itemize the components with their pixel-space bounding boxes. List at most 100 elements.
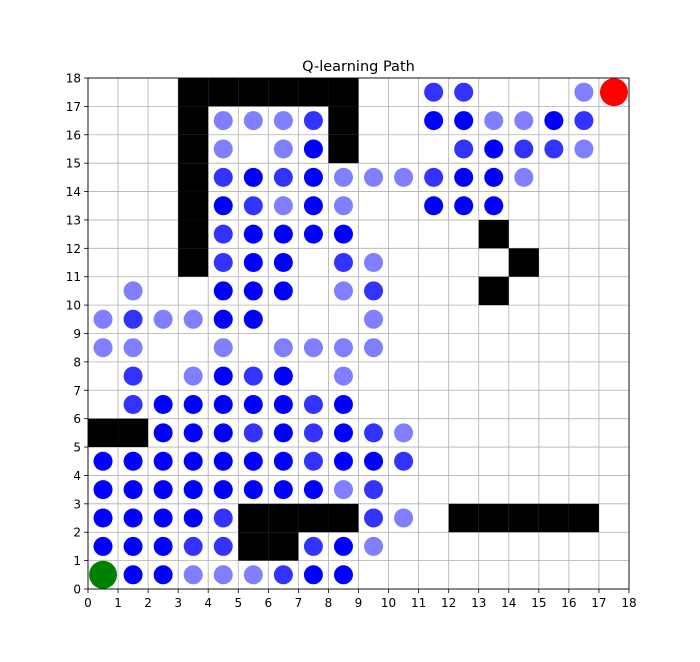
y-tick-label: 17 — [66, 100, 81, 114]
visited-state-marker — [303, 139, 323, 159]
visited-state-marker — [153, 508, 173, 528]
visited-state-marker — [273, 366, 293, 386]
y-tick-label: 16 — [66, 128, 81, 142]
y-tick-label: 12 — [66, 242, 81, 256]
visited-state-marker — [273, 565, 293, 585]
visited-state-marker — [153, 451, 173, 471]
visited-state-marker — [213, 196, 233, 216]
visited-state-marker — [333, 338, 353, 358]
y-tick-label: 13 — [66, 213, 81, 227]
visited-state-marker — [123, 366, 143, 386]
visited-state-marker — [243, 451, 263, 471]
obstacle-cell — [178, 248, 209, 277]
visited-state-marker — [333, 451, 353, 471]
visited-state-marker — [213, 111, 233, 131]
visited-state-marker — [273, 480, 293, 500]
visited-state-marker — [213, 309, 233, 329]
obstacle-cell — [238, 78, 269, 107]
visited-state-marker — [454, 139, 474, 159]
y-tick-label: 4 — [73, 469, 81, 483]
visited-state-marker — [303, 111, 323, 131]
endpoint-layer — [89, 78, 628, 589]
visited-state-marker — [243, 565, 263, 585]
visited-state-marker — [454, 82, 474, 102]
visited-state-marker — [243, 167, 263, 187]
visited-state-marker — [213, 366, 233, 386]
visited-state-marker — [364, 309, 384, 329]
visited-state-marker — [273, 253, 293, 273]
visited-state-marker — [183, 451, 203, 471]
visited-state-marker — [303, 480, 323, 500]
obstacle-cell — [268, 503, 299, 533]
visited-state-marker — [333, 394, 353, 414]
visited-state-marker — [303, 196, 323, 216]
visited-state-marker — [484, 139, 504, 159]
visited-state-marker — [333, 366, 353, 386]
visited-state-marker — [303, 394, 323, 414]
x-tick-label: 17 — [591, 596, 606, 610]
y-tick-label: 3 — [73, 497, 81, 511]
visited-state-marker — [93, 536, 113, 556]
obstacle-cell — [508, 503, 539, 533]
visited-state-marker — [333, 167, 353, 187]
visited-state-marker — [333, 281, 353, 301]
visited-state-marker — [213, 536, 233, 556]
y-tick-label: 2 — [73, 526, 81, 540]
x-tick-label: 18 — [621, 596, 636, 610]
obstacle-cell — [178, 191, 209, 220]
visited-state-marker — [123, 338, 143, 358]
visited-state-marker — [93, 309, 113, 329]
visited-state-marker — [364, 508, 384, 528]
obstacle-cell — [448, 503, 479, 533]
x-tick-label: 7 — [295, 596, 303, 610]
visited-state-marker — [574, 82, 594, 102]
visited-state-marker — [273, 139, 293, 159]
visited-state-marker — [183, 394, 203, 414]
obstacle-cell — [88, 418, 119, 448]
obstacle-cell — [538, 503, 569, 533]
visited-state-marker — [484, 167, 504, 187]
visited-state-marker — [333, 565, 353, 585]
obstacle-cell — [208, 78, 239, 107]
visited-state-marker — [213, 480, 233, 500]
obstacle-layer — [88, 78, 599, 561]
x-tick-label: 1 — [114, 596, 122, 610]
visited-state-marker — [213, 508, 233, 528]
visited-state-marker — [333, 480, 353, 500]
visited-state-marker — [333, 536, 353, 556]
visited-state-marker — [183, 565, 203, 585]
visit-layer — [93, 82, 594, 585]
x-tick-label: 11 — [411, 596, 426, 610]
visited-state-marker — [243, 423, 263, 443]
visited-state-marker — [303, 451, 323, 471]
visited-state-marker — [333, 224, 353, 244]
visited-state-marker — [153, 309, 173, 329]
visited-state-marker — [213, 338, 233, 358]
x-tick-label: 5 — [234, 596, 242, 610]
y-tick-label: 9 — [73, 327, 81, 341]
visited-state-marker — [273, 394, 293, 414]
visited-state-marker — [424, 82, 444, 102]
visited-state-marker — [424, 196, 444, 216]
x-tick-label: 8 — [325, 596, 333, 610]
visited-state-marker — [514, 139, 534, 159]
visited-state-marker — [93, 338, 113, 358]
visited-state-marker — [394, 451, 414, 471]
x-tick-label: 9 — [355, 596, 363, 610]
visited-state-marker — [273, 451, 293, 471]
obstacle-cell — [478, 276, 509, 306]
visited-state-marker — [153, 565, 173, 585]
visited-state-marker — [454, 167, 474, 187]
obstacle-cell — [268, 78, 299, 107]
visited-state-marker — [303, 536, 323, 556]
visited-state-marker — [333, 253, 353, 273]
visited-state-marker — [424, 167, 444, 187]
obstacle-cell — [268, 532, 299, 561]
visited-state-marker — [364, 167, 384, 187]
visited-state-marker — [213, 253, 233, 273]
visited-state-marker — [273, 281, 293, 301]
x-tick-label: 0 — [84, 596, 92, 610]
visited-state-marker — [544, 111, 564, 131]
visited-state-marker — [454, 111, 474, 131]
visited-state-marker — [364, 253, 384, 273]
